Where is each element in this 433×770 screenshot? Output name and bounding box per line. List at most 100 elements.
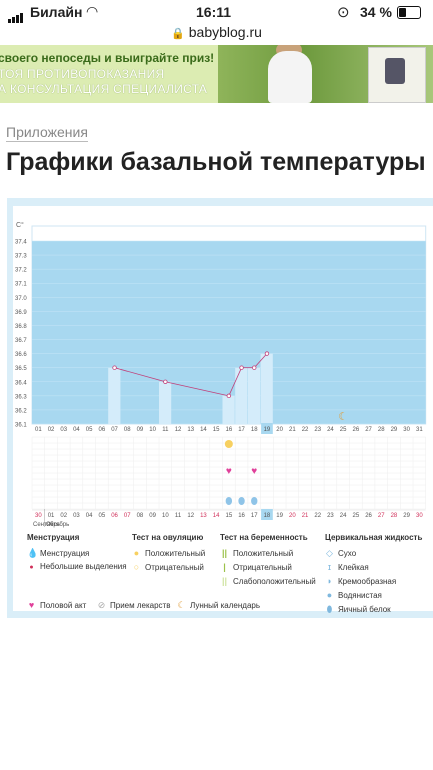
temp-point — [163, 379, 168, 384]
legend-item: ◗ Кремообразная — [326, 576, 397, 586]
battery-percent: 34 % — [360, 4, 392, 20]
legend-pregnancy: Тест на беременность || Положительный | От… — [220, 533, 316, 590]
calendar-date-label: 28 — [391, 513, 398, 519]
calendar-date-label: 06 — [111, 513, 118, 519]
y-tick-label: 36.2 — [15, 408, 27, 414]
calendar-date-label: 14 — [213, 513, 220, 519]
banner-line-1: своего непоседы и выиграйте приз! — [0, 51, 215, 65]
cycle-day-label: 25 — [340, 427, 347, 433]
cycle-day-label: 04 — [73, 427, 80, 433]
faint-lines-icon: || — [221, 576, 228, 586]
signal-icon — [8, 7, 24, 23]
legend-title: Цервикальная жидкость — [325, 533, 423, 542]
legend-title: Тест на овуляцию — [132, 533, 204, 542]
chart-frame: C° 37.4 37.3 37.2 37.1 37.0 36.9 36.8 36.7 36.6 36… — [7, 198, 433, 618]
temp-line-segment — [114, 367, 166, 383]
cycle-day-label: 11 — [162, 427, 169, 433]
cycle-day-label: 19 — [264, 427, 271, 433]
legend-intercourse: ♥ Половой акт — [28, 600, 87, 610]
temp-point — [252, 365, 257, 370]
rotation-lock-icon: ⊙ — [337, 4, 350, 21]
url-text: babyblog.ru — [188, 24, 262, 40]
y-tick-label: 36.6 — [15, 352, 27, 358]
cycle-day-label: 21 — [289, 427, 296, 433]
temp-bar — [159, 381, 172, 424]
address-bar[interactable]: 🔒 babyblog.ru — [0, 24, 433, 44]
one-line-icon: | — [223, 562, 226, 572]
product-image — [368, 47, 426, 103]
chart-panel: C° 37.4 37.3 37.2 37.1 37.0 36.9 36.8 36.7 36.6 36… — [13, 206, 433, 611]
y-tick-label: 37.3 — [15, 254, 27, 260]
ovulation-positive-marker — [224, 440, 233, 448]
cycle-day-label: 26 — [353, 427, 360, 433]
cycle-day-label: 15 — [213, 427, 220, 433]
page-title: Графики базальной температуры — [6, 148, 426, 176]
calendar-date-label: 11 — [175, 513, 182, 519]
temp-bar — [247, 367, 261, 424]
calendar-date-label: 13 — [200, 513, 207, 519]
temp-point — [239, 365, 244, 370]
clock: 16:11 — [196, 4, 232, 20]
calendar-date-label: 01 — [48, 513, 55, 519]
legend-item: || Слабоположительный — [221, 576, 316, 586]
calendar-date-label: 18 — [264, 513, 271, 519]
moon-icon: ☾ — [338, 411, 348, 423]
temp-line-segment — [165, 381, 229, 397]
watery-icon: ● — [326, 590, 333, 600]
creamy-icon: ◗ — [326, 576, 333, 586]
cycle-day-label: 02 — [48, 427, 55, 433]
two-lines-icon: || — [221, 548, 228, 558]
cervical-fluid-marker — [251, 497, 258, 505]
heart-icon: ♥ — [226, 466, 232, 477]
calendar-date-label: 17 — [251, 513, 258, 519]
small-drop-icon: ● — [29, 564, 34, 571]
ad-banner[interactable]: своего непоседы и выиграйте приз! ТОЯ ПР… — [0, 45, 433, 103]
cycle-day-label: 28 — [378, 427, 385, 433]
y-tick-label: 36.7 — [15, 338, 27, 344]
banner-line-2: ТОЯ ПРОТИВОПОКАЗАНИЯ — [0, 67, 165, 81]
legend-item: ● Положительный — [133, 548, 206, 558]
y-tick-label: 37.0 — [15, 296, 27, 302]
month-label-current: Октябрь — [46, 522, 69, 528]
legend-item: 💧 Менструация — [27, 548, 90, 558]
temp-bar — [235, 367, 248, 424]
sticky-icon: ɪ — [327, 562, 332, 572]
legend-title: Менструация — [27, 533, 80, 542]
legend-item: ● Небольшие выделения — [27, 562, 126, 576]
drop-icon: 💧 — [27, 548, 39, 558]
temp-point — [112, 365, 117, 370]
cycle-day-label: 22 — [302, 427, 309, 433]
temp-bar — [108, 367, 121, 424]
cycle-day-label: 10 — [149, 427, 156, 433]
y-axis-label: C° — [16, 221, 24, 229]
plot-area — [32, 241, 426, 424]
cycle-day-label: 18 — [251, 427, 258, 433]
cycle-day-label: 14 — [200, 427, 207, 433]
legend-moon: ☾ Лунный календарь — [177, 600, 261, 610]
legend-item: ● Водянистая — [326, 590, 382, 600]
drop-outline-icon: ◇ — [326, 548, 333, 558]
legend-title: Тест на беременность — [220, 533, 308, 542]
calendar-date-label: 30 — [35, 513, 42, 519]
banner-photo — [218, 45, 433, 103]
calendar-date-label: 19 — [276, 513, 283, 519]
calendar-date-label: 08 — [137, 513, 144, 519]
legend-medication: ⊘ Прием лекарств — [97, 600, 171, 610]
calendar-date-label: 04 — [86, 513, 93, 519]
cycle-day-label: 23 — [314, 427, 321, 433]
legend-item: || Положительный — [221, 548, 294, 558]
pill-icon: ⊘ — [97, 600, 106, 610]
calendar-date-label: 29 — [403, 513, 410, 519]
battery-icon — [397, 6, 421, 19]
breadcrumb[interactable]: Приложения — [6, 124, 88, 142]
moon-icon: ☾ — [177, 600, 186, 610]
calendar-date-label: 03 — [73, 513, 80, 519]
calendar-date-label: 16 — [238, 513, 245, 519]
calendar-date-label: 09 — [149, 513, 156, 519]
cycle-day-label: 03 — [60, 427, 67, 433]
calendar-date-label: 27 — [378, 513, 385, 519]
carrier-name: Билайн — [30, 4, 83, 20]
legend-menstruation: Менструация 💧 Менструация ● Небольшие выде… — [27, 533, 127, 576]
calendar-date-label: 24 — [340, 513, 347, 519]
y-tick-label: 36.9 — [15, 310, 27, 316]
